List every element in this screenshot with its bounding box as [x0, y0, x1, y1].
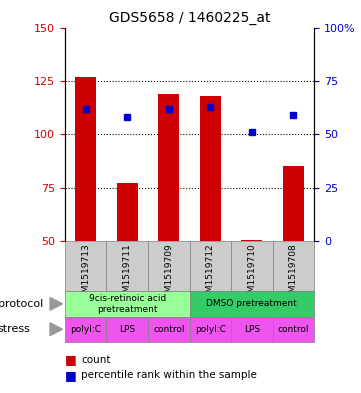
Bar: [158, 94, 179, 241]
Text: DMSO pretreatment: DMSO pretreatment: [206, 299, 297, 309]
Bar: [200, 96, 221, 241]
Bar: [148, 241, 190, 291]
Text: polyI:C: polyI:C: [195, 325, 226, 334]
Text: 9cis-retinoic acid
pretreatment: 9cis-retinoic acid pretreatment: [89, 294, 166, 314]
Text: LPS: LPS: [244, 325, 260, 334]
Text: GSM1519711: GSM1519711: [123, 244, 132, 304]
Text: GSM1519712: GSM1519712: [206, 244, 215, 304]
Bar: [106, 241, 148, 291]
Text: ■: ■: [65, 353, 77, 366]
Text: control: control: [278, 325, 309, 334]
Text: ■: ■: [65, 369, 77, 382]
Text: control: control: [153, 325, 184, 334]
Text: polyI:C: polyI:C: [70, 325, 101, 334]
Polygon shape: [50, 298, 62, 310]
Bar: [190, 241, 231, 291]
Text: count: count: [81, 354, 111, 365]
Text: stress: stress: [0, 324, 31, 334]
Text: percentile rank within the sample: percentile rank within the sample: [81, 370, 257, 380]
Text: GSM1519708: GSM1519708: [289, 244, 298, 304]
Bar: [273, 241, 314, 291]
Text: GSM1519709: GSM1519709: [164, 244, 173, 304]
Bar: [148, 316, 190, 342]
Polygon shape: [50, 323, 62, 336]
Bar: [65, 241, 106, 291]
Bar: [242, 240, 262, 241]
Bar: [231, 241, 273, 291]
Bar: [75, 77, 96, 241]
Bar: [231, 316, 273, 342]
Text: LPS: LPS: [119, 325, 135, 334]
Bar: [190, 316, 231, 342]
Text: GSM1519710: GSM1519710: [247, 244, 256, 304]
Bar: [117, 184, 138, 241]
Text: GSM1519713: GSM1519713: [81, 244, 90, 304]
Title: GDS5658 / 1460225_at: GDS5658 / 1460225_at: [109, 11, 270, 25]
Bar: [65, 316, 106, 342]
Bar: [273, 316, 314, 342]
Bar: [65, 291, 190, 316]
Bar: [283, 166, 304, 241]
Bar: [106, 316, 148, 342]
Text: protocol: protocol: [0, 299, 43, 309]
Bar: [190, 291, 314, 316]
